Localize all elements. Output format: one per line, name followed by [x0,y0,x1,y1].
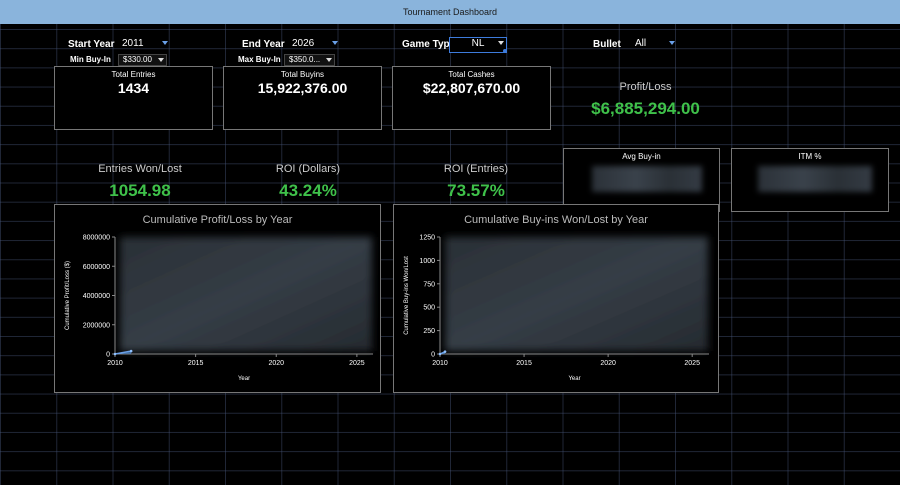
max-buyin-dropdown[interactable]: $350.0... [284,54,335,66]
min-buyin-value: $330.00 [123,55,152,64]
y-tick-label: 8000000 [83,235,110,242]
x-tick-label: 2020 [268,360,284,367]
x-tick-label: 2010 [107,360,123,367]
chevron-down-icon [158,58,164,62]
total-entries-label: Total Entries [111,70,156,79]
y-tick-label: 750 [423,281,435,288]
profit-loss-value: $6,885,294.00 [591,99,700,118]
total-entries-card: Total Entries 1434 [54,66,213,130]
chevron-down-icon [669,41,675,45]
x-tick-label: 2025 [684,360,700,367]
series-line [114,350,132,355]
data-point [443,350,447,353]
y-tick-label: 1250 [419,235,435,242]
game-type-label: Game Type [402,39,456,50]
min-buyin-dropdown[interactable]: $330.00 [118,54,167,66]
total-buyins-card: Total Buyins 15,922,376.00 [223,66,382,130]
redacted-value [592,166,702,192]
profit-loss-label: Profit/Loss [619,81,672,93]
itm-pct-label: ITM % [798,152,822,161]
start-year-label: Start Year [68,39,115,50]
data-point [113,352,117,356]
y-tick-label: 4000000 [83,293,110,300]
x-tick-label: 2010 [432,360,448,367]
data-point [438,352,442,356]
redacted-plot-area [120,237,372,351]
total-buyins-label: Total Buyins [280,70,325,79]
y-axis-label: Cumulative Profit/Loss ($) [65,261,71,330]
x-axis-label: Year [568,376,580,382]
y-tick-label: 6000000 [83,264,110,271]
total-entries-value: 1434 [117,80,150,96]
window-titlebar: Tournament Dashboard [0,0,900,24]
end-year-dropdown[interactable]: 2026 [288,38,340,51]
x-tick-label: 2015 [188,360,204,367]
game-type-value: NL [471,38,485,49]
x-tick-label: 2020 [600,360,616,367]
profit-loss-chart: Cumulative Profit/Loss by Year 0 2000000 4… [54,204,381,393]
resize-handle[interactable] [503,49,507,53]
total-buyins-value: 15,922,376.00 [257,80,348,96]
profit-loss-chart-svg: 0 2000000 4000000 6000000 8000000 2010 2015 202… [65,235,373,382]
roi-dollars-label: ROI (Dollars) [275,163,341,175]
game-type-dropdown[interactable]: NL [449,37,507,53]
entries-won-lost-value: 1054.98 [109,181,171,200]
max-buyin-value: $350.0... [289,55,321,64]
bullet-value: All [635,38,647,49]
y-tick-label: 500 [423,305,435,312]
entries-won-lost-label: Entries Won/Lost [98,163,182,175]
x-tick-label: 2015 [516,360,532,367]
redacted-value [758,166,872,192]
start-year-dropdown[interactable]: 2011 [118,38,170,51]
y-tick-label: 2000000 [83,322,110,329]
y-axis-label: Cumulative Buy-ins Won/Lost [404,256,410,335]
roi-entries-label: ROI (Entries) [443,163,509,175]
avg-buyin-label: Avg Buy-in [622,152,661,161]
buyins-chart-svg: 0 250 500 750 1000 1250 2010 2015 2020 2025 Year Cu… [404,235,709,382]
total-cashes-value: $22,807,670.00 [422,80,521,96]
x-tick-label: 2025 [349,360,365,367]
bullet-dropdown[interactable]: All [631,38,677,51]
y-tick-label: 0 [106,352,110,359]
end-year-value: 2026 [292,38,315,49]
start-year-value: 2011 [122,38,144,49]
roi-entries-value: 73.57% [447,181,505,200]
max-buyin-label: Max Buy-In [238,55,281,64]
total-cashes-label: Total Cashes [448,70,495,79]
buyins-chart: Cumulative Buy-ins Won/Lost by Year 0 250… [393,204,719,393]
total-cashes-card: Total Cashes $22,807,670.00 [392,66,551,130]
window-title: Tournament Dashboard [402,7,498,17]
y-tick-label: 1000 [419,258,435,265]
avg-buyin-card: Avg Buy-in [563,148,720,212]
y-tick-label: 250 [423,328,435,335]
chevron-down-icon [326,58,332,62]
itm-pct-card: ITM % [731,148,889,212]
chevron-down-icon [162,41,168,45]
bullet-label: Bullet [593,39,621,50]
x-axis-label: Year [238,376,250,382]
roi-dollars-value: 43.24% [279,181,337,200]
chart-title: Cumulative Buy-ins Won/Lost by Year [464,214,648,226]
end-year-label: End Year [242,39,285,50]
y-tick-label: 0 [431,352,435,359]
data-point [129,349,133,353]
chevron-down-icon [498,41,504,45]
chart-title: Cumulative Profit/Loss by Year [142,214,293,226]
chevron-down-icon [332,41,338,45]
min-buyin-label: Min Buy-In [70,55,111,64]
redacted-plot-area [445,237,708,351]
